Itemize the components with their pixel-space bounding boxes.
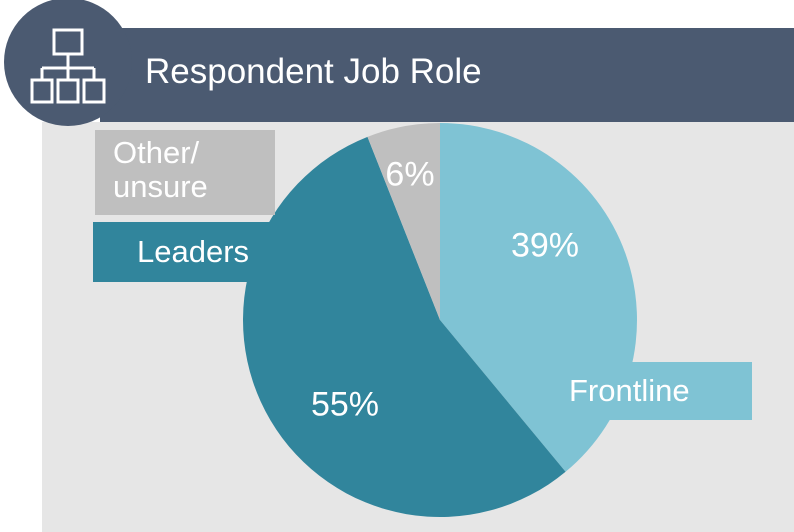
chart-title: Respondent Job Role <box>145 52 482 91</box>
header-bar <box>100 28 794 122</box>
legend-label: Leaders <box>93 222 280 282</box>
pie-slice <box>367 123 440 320</box>
pie-slice <box>242 136 566 517</box>
legend-label: Frontline <box>555 362 752 420</box>
pie <box>242 123 637 517</box>
legend-label: Other/ unsure <box>95 130 275 215</box>
data-label: 55% <box>310 385 380 424</box>
org-icon <box>30 28 106 104</box>
data-label: 6% <box>385 155 435 194</box>
data-label: 39% <box>510 226 580 265</box>
